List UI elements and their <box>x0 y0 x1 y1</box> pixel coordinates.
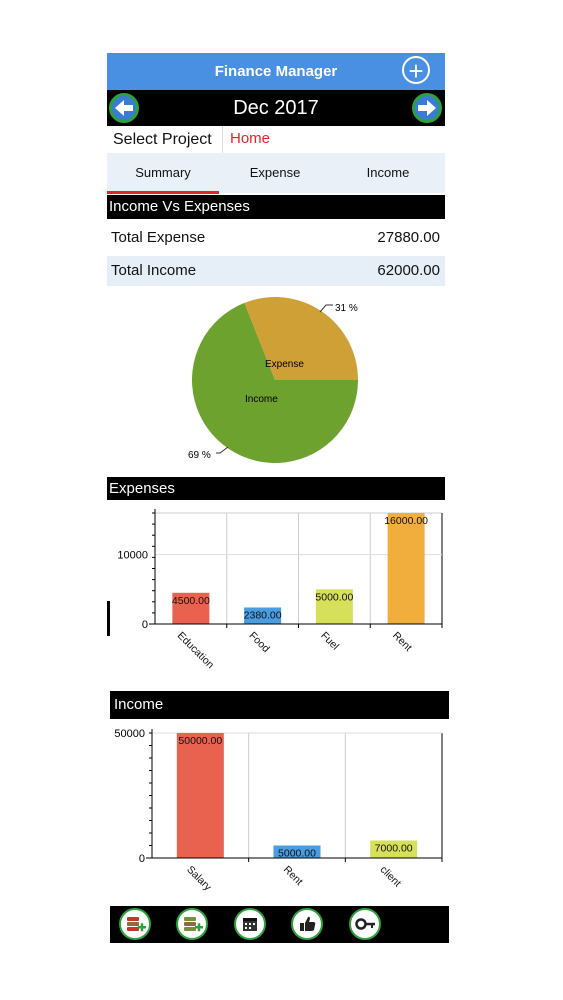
pie-slice-income <box>192 302 358 463</box>
bar-rent <box>273 845 321 858</box>
month-bar: Dec 2017 <box>107 90 445 126</box>
next-month-button[interactable] <box>412 93 442 123</box>
bar-value-label: 5000.00 <box>278 848 316 860</box>
total-income-value: 62000.00 <box>377 262 440 279</box>
app-header: Finance Manager <box>107 53 445 90</box>
bar-client <box>370 840 418 858</box>
tab-income[interactable]: Income <box>366 165 410 180</box>
scroll-indicator <box>107 601 110 636</box>
password-button[interactable] <box>349 908 381 940</box>
pie-slice-expense <box>244 297 358 380</box>
total-income-label: Total Income <box>111 262 197 279</box>
section-header-income: Income <box>110 691 449 719</box>
thumbs-up-icon <box>300 916 316 931</box>
x-tick-label: Rent <box>281 864 305 888</box>
add-income-button[interactable] <box>176 908 208 940</box>
x-tick-label: Salary <box>184 864 214 894</box>
key-icon <box>355 918 375 930</box>
pie-callout-expense <box>319 304 333 313</box>
expenses-y-tick: 10000 <box>117 550 148 562</box>
add-expense-icon <box>127 917 146 932</box>
income-bar-chart: 50000.00 Salary 5000.00 Rent 7000.00 client 0… <box>114 728 443 894</box>
pie-percent-expense: 31 % <box>335 303 358 314</box>
arrow-left-icon <box>115 100 133 116</box>
pie-label-income: Income <box>245 394 278 405</box>
pie-label-expense: Expense <box>265 359 304 370</box>
total-expense-label: Total Expense <box>111 229 206 246</box>
plus-icon: + <box>408 56 424 86</box>
calendar-button[interactable] <box>234 908 266 940</box>
section-header-income-vs-expenses: Income Vs Expenses <box>107 195 445 219</box>
expenses-bar-chart: 4500.00 Education 2380.00 Food 5000.00 Fuel 16… <box>117 509 443 672</box>
total-income-row: Total Income 62000.00 <box>107 256 445 286</box>
bar-value-label: 4500.00 <box>172 595 210 607</box>
bar-value-label: 16000.00 <box>384 515 428 527</box>
bar-fuel <box>315 589 353 624</box>
tab-expense[interactable]: Expense <box>249 165 301 180</box>
bar-food <box>244 607 282 624</box>
x-tick-label: Food <box>247 630 273 656</box>
arrow-right-icon <box>418 100 436 116</box>
section-header-expenses: Expenses <box>107 477 445 500</box>
calendar-icon <box>243 918 257 931</box>
x-tick-label: Rent <box>390 630 414 654</box>
rate-button[interactable] <box>291 908 323 940</box>
tab-summary[interactable]: Summary <box>135 165 191 180</box>
total-expense-value: 27880.00 <box>377 229 440 246</box>
project-value[interactable]: Home <box>230 130 271 147</box>
pie-callout-income <box>216 446 229 454</box>
active-tab-indicator <box>107 191 219 194</box>
add-project-button[interactable]: + <box>402 56 430 84</box>
x-tick-label: Education <box>175 630 217 672</box>
total-expense-row: Total Expense 27880.00 <box>107 223 445 253</box>
bar-value-label: 5000.00 <box>315 591 353 603</box>
income-y-tick: 0 <box>139 853 145 865</box>
x-tick-label: client <box>378 864 404 890</box>
add-income-icon <box>184 917 203 932</box>
app-title: Finance Manager <box>214 63 338 80</box>
income-expense-pie-chart: Expense Income 31 % 69 % <box>188 297 358 463</box>
month-label: Dec 2017 <box>233 97 319 119</box>
tab-bar <box>107 153 445 193</box>
expenses-bars: 4500.00 Education 2380.00 Food 5000.00 Fuel 16… <box>172 513 443 672</box>
project-divider <box>222 126 223 153</box>
previous-month-button[interactable] <box>109 93 139 123</box>
income-bars: 50000.00 Salary 5000.00 Rent 7000.00 client <box>176 733 443 894</box>
bar-value-label: 50000.00 <box>178 735 222 747</box>
bar-value-label: 2380.00 <box>244 609 282 621</box>
section-title: Expenses <box>109 480 175 497</box>
bar-rent <box>387 513 425 624</box>
expenses-chart-grid <box>152 512 443 625</box>
bar-salary <box>176 733 224 858</box>
section-title: Income Vs Expenses <box>109 198 250 215</box>
income-y-tick: 50000 <box>114 728 145 740</box>
bottom-toolbar <box>110 906 449 943</box>
bar-value-label: 7000.00 <box>375 843 413 855</box>
bar-education <box>172 592 210 624</box>
x-tick-label: Fuel <box>318 630 341 653</box>
add-expense-button[interactable] <box>119 908 151 940</box>
project-label: Select Project <box>113 131 212 148</box>
section-title: Income <box>114 696 164 713</box>
pie-percent-income: 69 % <box>188 450 211 461</box>
expenses-y-tick: 0 <box>142 619 148 631</box>
